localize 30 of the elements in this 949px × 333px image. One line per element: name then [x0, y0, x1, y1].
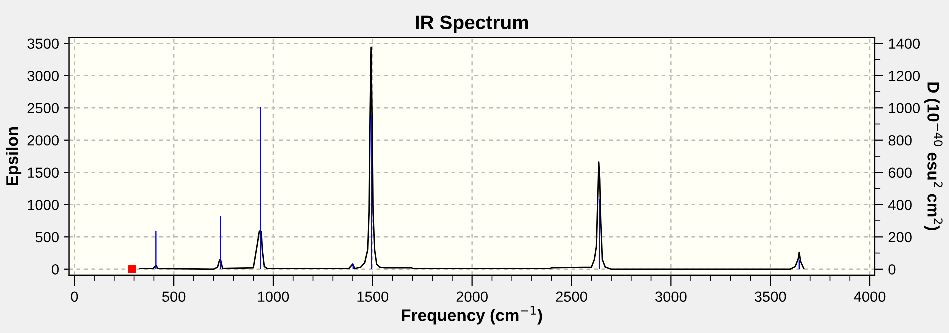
y2-tick-label: 1400 — [889, 38, 920, 50]
y-tick-label: 0 — [52, 264, 59, 275]
y2-tick-label: 1200 — [889, 70, 920, 82]
x-tick-label: 2000 — [456, 292, 488, 302]
x-tick-label: 3000 — [656, 292, 687, 302]
chart-title: IR Spectrum — [416, 16, 528, 34]
y2-tick-label: 800 — [888, 135, 912, 146]
x-axis-title: Frequency (cm$^{−1}$) — [402, 306, 542, 325]
x-tick-label: 2500 — [556, 292, 588, 302]
x-tick-label: 1500 — [358, 292, 389, 302]
line-series — [140, 46, 805, 270]
y2-tick-label: 200 — [888, 232, 912, 243]
x-tick-label: 3500 — [754, 292, 786, 302]
y-tick-label: 3000 — [28, 70, 59, 82]
y-tick-label: 1500 — [28, 168, 59, 178]
y2-tick-label: 1000 — [889, 103, 920, 114]
y-axis-title: Epsilon — [6, 127, 22, 186]
y-tick-label: 1000 — [28, 200, 59, 210]
x-tick-label: 1000 — [258, 292, 290, 302]
x-tick-label: 4000 — [854, 292, 886, 302]
y-tick-label: 500 — [36, 232, 59, 243]
y-tick-label: 2500 — [28, 103, 59, 114]
x-tick-label: 500 — [162, 292, 186, 302]
y2-tick-label: 600 — [888, 168, 912, 178]
x-tick-label: 0 — [71, 292, 78, 302]
y-tick-label: 3500 — [28, 38, 59, 50]
y2-axis-title: D (10$^{−40}$ esu$^{2}$ cm$^{2}$) — [924, 82, 943, 230]
y-tick-label: 2000 — [28, 135, 59, 146]
y2-tick-label: 0 — [888, 264, 896, 275]
y2-tick-label: 400 — [888, 200, 912, 210]
